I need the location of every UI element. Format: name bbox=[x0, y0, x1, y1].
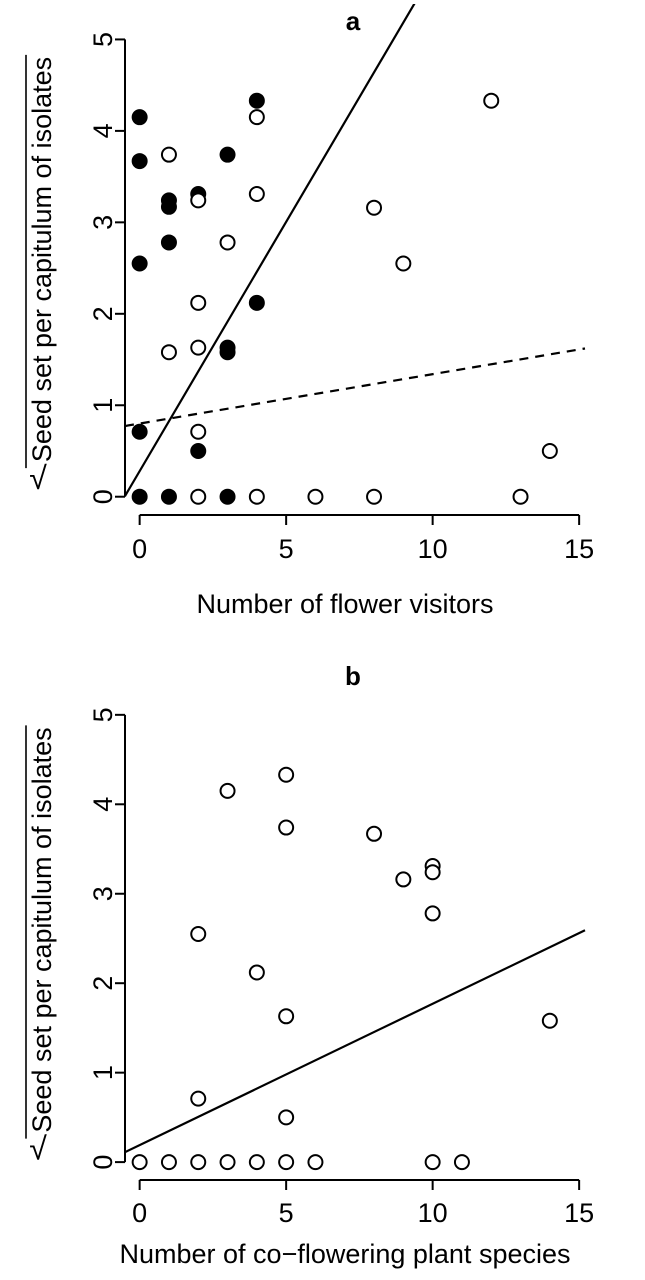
data-point-filled bbox=[219, 146, 236, 163]
data-point-open bbox=[190, 339, 207, 356]
data-point-open bbox=[248, 964, 265, 981]
data-point-open bbox=[219, 234, 236, 251]
data-point-open bbox=[190, 1090, 207, 1107]
data-point-filled bbox=[131, 255, 148, 272]
data-point-open bbox=[395, 255, 412, 272]
y-axis-title: Seed set per capitulum of isolates bbox=[27, 727, 57, 1132]
data-point-filled bbox=[160, 488, 177, 505]
chart-panel-b: 0 1 2 3 4 5 0 5 10 15 b Number of co−flowering plan… bbox=[25, 661, 594, 1269]
x-tick-label: 10 bbox=[418, 534, 448, 564]
data-point-open bbox=[248, 185, 265, 202]
x-axis-title: Number of co−flowering plant species bbox=[120, 1239, 571, 1269]
y-axis-title: Seed set per capitulum of isolates bbox=[27, 57, 57, 462]
data-point-open bbox=[160, 1154, 177, 1171]
data-point-filled bbox=[219, 344, 236, 361]
y-tick-label: 1 bbox=[88, 398, 118, 413]
data-point-open bbox=[366, 199, 383, 216]
data-point-open bbox=[190, 926, 207, 942]
data-point-open bbox=[131, 1154, 148, 1171]
data-point-filled bbox=[248, 92, 265, 109]
data-point-open bbox=[366, 488, 383, 505]
data-point-open bbox=[278, 1154, 295, 1171]
data-point-filled bbox=[248, 294, 265, 311]
y-tick-label: 1 bbox=[88, 1065, 118, 1080]
y-tick-label: 2 bbox=[88, 976, 118, 991]
y-tick-label: 4 bbox=[88, 797, 118, 812]
data-point-open bbox=[278, 1008, 295, 1025]
data-point-open bbox=[278, 766, 295, 783]
data-point-open bbox=[190, 488, 207, 505]
sqrt-radical: √ bbox=[29, 460, 47, 496]
fit-line-dashed bbox=[126, 347, 586, 427]
data-point-filled bbox=[219, 488, 236, 505]
y-tick-label: 3 bbox=[88, 886, 118, 901]
x-tick-label: 15 bbox=[564, 1198, 594, 1228]
data-point-open bbox=[278, 1109, 295, 1126]
data-point-open bbox=[395, 871, 412, 888]
data-point-open bbox=[366, 825, 383, 842]
x-tick-label: 15 bbox=[564, 534, 594, 564]
data-point-filled bbox=[131, 488, 148, 505]
x-tick-label: 5 bbox=[279, 1198, 294, 1228]
y-tick-label: 3 bbox=[88, 215, 118, 230]
data-point-open bbox=[248, 1154, 265, 1171]
fit-line-solid bbox=[126, 4, 416, 497]
data-point-open bbox=[453, 1154, 470, 1171]
data-point-filled bbox=[131, 423, 148, 440]
data-point-filled bbox=[160, 234, 177, 251]
data-point-open bbox=[248, 109, 265, 126]
x-tick-label: 10 bbox=[418, 1198, 448, 1228]
sqrt-radical: √ bbox=[29, 1131, 47, 1167]
x-tick-label: 0 bbox=[132, 1198, 147, 1228]
data-point-open bbox=[541, 442, 558, 459]
data-point-open bbox=[512, 488, 529, 505]
y-tick-label: 0 bbox=[88, 1155, 118, 1170]
data-point-open bbox=[278, 819, 295, 836]
y-tick-label: 5 bbox=[88, 707, 118, 722]
data-point-open bbox=[483, 92, 500, 109]
data-point-filled bbox=[131, 109, 148, 126]
data-point-open bbox=[190, 192, 207, 209]
y-tick-label: 2 bbox=[88, 306, 118, 321]
y-tick-label: 4 bbox=[88, 123, 118, 138]
data-point-filled bbox=[190, 442, 207, 459]
data-point-open bbox=[190, 423, 207, 440]
x-axis-title: Number of flower visitors bbox=[196, 589, 493, 619]
data-point-open bbox=[219, 1154, 236, 1171]
fit-line-solid bbox=[126, 929, 586, 1153]
panel-label: b bbox=[345, 661, 361, 691]
data-point-open bbox=[219, 782, 236, 799]
data-point-filled bbox=[160, 198, 177, 215]
data-point-open bbox=[424, 905, 441, 922]
data-point-filled bbox=[131, 153, 148, 170]
x-tick-label: 0 bbox=[132, 534, 147, 564]
chart-panel-a: 0 1 2 3 4 5 0 5 10 15 a Number of flower visitors Se… bbox=[25, 4, 594, 619]
y-tick-label: 0 bbox=[88, 489, 118, 504]
panel-label: a bbox=[346, 6, 361, 36]
data-point-open bbox=[424, 1154, 441, 1171]
data-point-open bbox=[190, 294, 207, 311]
data-point-open bbox=[248, 488, 265, 505]
data-point-open bbox=[307, 1154, 324, 1171]
data-point-open bbox=[541, 1012, 558, 1029]
data-point-open bbox=[190, 1154, 207, 1171]
data-point-open bbox=[160, 344, 177, 361]
data-point-open bbox=[424, 864, 441, 881]
y-tick-label: 5 bbox=[88, 32, 118, 47]
x-tick-label: 5 bbox=[279, 534, 294, 564]
data-point-open bbox=[160, 146, 177, 163]
data-point-open bbox=[307, 488, 324, 505]
